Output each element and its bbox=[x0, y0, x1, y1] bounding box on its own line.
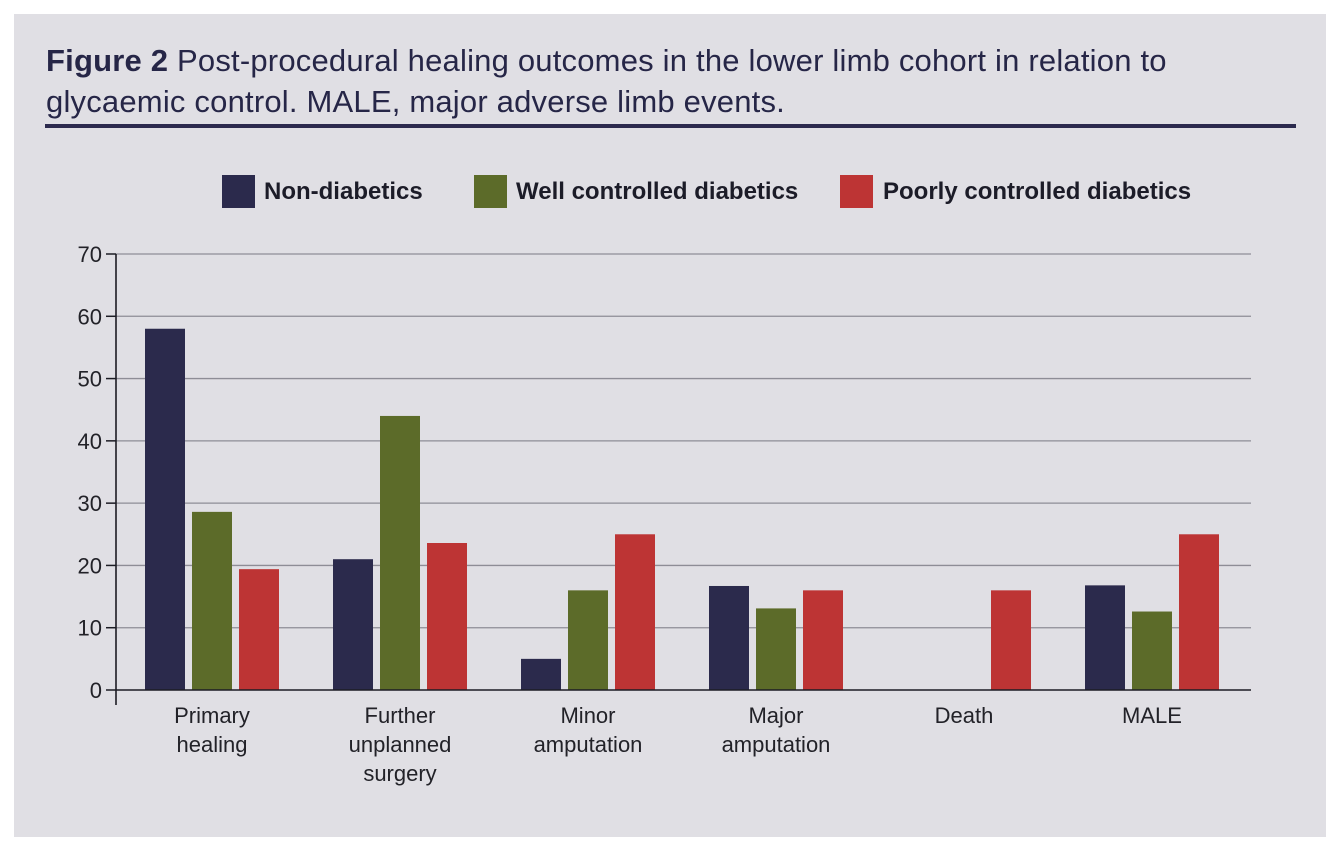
x-tick-label: amputation bbox=[534, 732, 643, 757]
x-tick-label: Major bbox=[748, 703, 803, 728]
y-tick-label: 50 bbox=[78, 367, 102, 392]
bar-poorly-controlled-diabetics-0 bbox=[239, 569, 279, 690]
x-tick-label: Further bbox=[365, 703, 436, 728]
bar-well-controlled-diabetics-5 bbox=[1132, 611, 1172, 690]
bars bbox=[145, 328, 1219, 690]
x-tick-label: unplanned bbox=[349, 732, 452, 757]
x-tick-label: MALE bbox=[1122, 703, 1182, 728]
y-tick-label: 0 bbox=[90, 678, 102, 703]
figure-label: Figure 2 bbox=[46, 43, 169, 78]
bar-poorly-controlled-diabetics-1 bbox=[427, 543, 467, 690]
x-tick-label: amputation bbox=[722, 732, 831, 757]
bar-poorly-controlled-diabetics-3 bbox=[803, 590, 843, 690]
legend-swatch bbox=[222, 175, 255, 208]
bar-poorly-controlled-diabetics-5 bbox=[1179, 534, 1219, 690]
legend-label: Poorly controlled diabetics bbox=[883, 178, 1191, 205]
y-tick-label: 60 bbox=[78, 304, 102, 329]
x-tick-label: surgery bbox=[363, 761, 436, 786]
legend-swatch bbox=[474, 175, 507, 208]
legend-label: Non-diabetics bbox=[264, 178, 423, 205]
bar-non-diabetics-0 bbox=[145, 328, 185, 690]
bar-well-controlled-diabetics-3 bbox=[756, 608, 796, 690]
x-tick-label: Death bbox=[935, 703, 994, 728]
figure-panel: Figure 2 Post-procedural healing outcome… bbox=[14, 14, 1326, 837]
bar-poorly-controlled-diabetics-4 bbox=[991, 590, 1031, 690]
x-tick-labels: Primary healing Further unplanned surgery Min… bbox=[174, 703, 1182, 786]
bar-non-diabetics-5 bbox=[1085, 585, 1125, 690]
legend-label: Well controlled diabetics bbox=[516, 178, 798, 205]
figure-caption-text: Post-procedural healing outcomes in the … bbox=[46, 43, 1167, 119]
y-tick-label: 10 bbox=[78, 616, 102, 641]
x-tick-label: healing bbox=[177, 732, 248, 757]
bar-well-controlled-diabetics-0 bbox=[192, 511, 232, 690]
legend: Non-diabetics Well controlled diabetics Po… bbox=[222, 175, 1191, 208]
axes bbox=[106, 253, 1251, 705]
y-tick-label: 30 bbox=[78, 491, 102, 516]
bar-poorly-controlled-diabetics-2 bbox=[615, 534, 655, 690]
bar-non-diabetics-3 bbox=[709, 585, 749, 690]
y-tick-label: 40 bbox=[78, 429, 102, 454]
bar-non-diabetics-1 bbox=[333, 559, 373, 690]
legend-swatch bbox=[840, 175, 873, 208]
y-tick-labels: 0 10 20 30 40 50 60 70 bbox=[78, 242, 102, 703]
bar-non-diabetics-2 bbox=[521, 658, 561, 690]
caption-divider bbox=[45, 124, 1296, 128]
x-tick-label: Primary bbox=[174, 703, 250, 728]
x-tick-label: Minor bbox=[560, 703, 615, 728]
bar-well-controlled-diabetics-1 bbox=[380, 415, 420, 690]
y-tick-label: 70 bbox=[78, 242, 102, 267]
figure-caption: Figure 2 Post-procedural healing outcome… bbox=[46, 40, 1296, 122]
y-tick-label: 20 bbox=[78, 553, 102, 578]
gridlines bbox=[116, 253, 1251, 629]
bar-well-controlled-diabetics-2 bbox=[568, 590, 608, 690]
